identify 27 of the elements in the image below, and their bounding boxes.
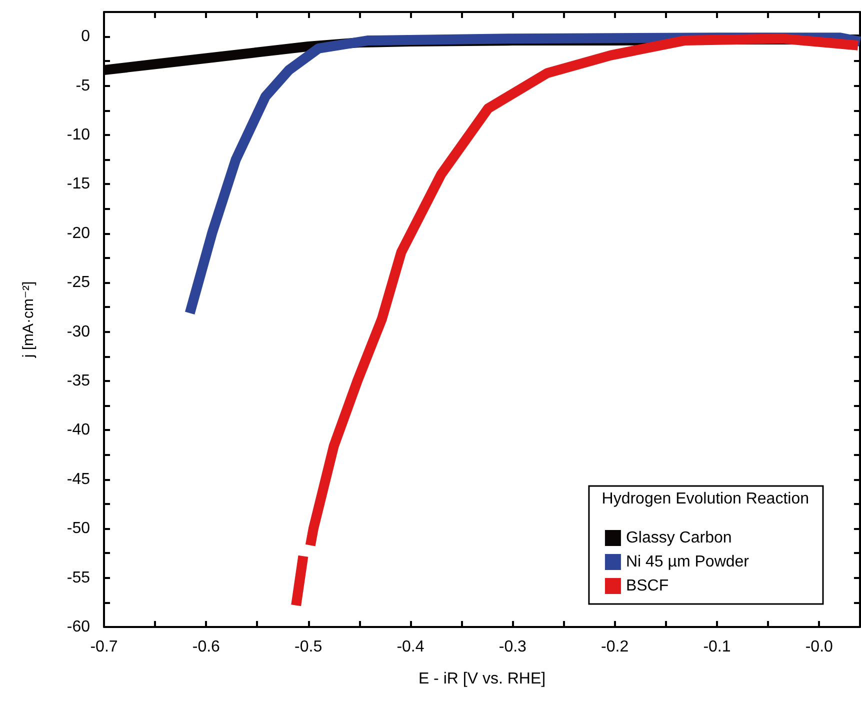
y-tick-label: -30 xyxy=(66,323,90,340)
y-tick-label: -40 xyxy=(66,422,90,439)
x-tick-label: -0.7 xyxy=(90,638,118,656)
y-tick-label: -5 xyxy=(76,77,90,94)
y-tick-label: -20 xyxy=(66,224,90,242)
legend-label: BSCF xyxy=(626,578,669,594)
x-tick-label: -0.2 xyxy=(601,638,629,656)
y-tick-label: -45 xyxy=(66,470,90,488)
x-tick-label: -0.6 xyxy=(192,638,220,656)
x-tick-label: -0.4 xyxy=(396,638,424,656)
legend-label: Ni 45 µm Powder xyxy=(626,554,750,570)
y-tick-label: -15 xyxy=(66,176,90,193)
legend-label: Glassy Carbon xyxy=(626,530,732,546)
x-axis-title: E - iR [V vs. RHE] xyxy=(418,670,546,688)
y-tick-label: -50 xyxy=(66,520,90,538)
x-tick-label: -0.5 xyxy=(294,638,322,656)
y-tick-label: -35 xyxy=(66,372,90,390)
y-tick-label: -60 xyxy=(66,618,90,636)
legend-title: Hydrogen Evolution Reaction xyxy=(602,490,809,508)
y-tick-label: -25 xyxy=(66,274,90,292)
x-tick-label: -0.3 xyxy=(498,638,527,656)
x-tick-label: -0.1 xyxy=(703,638,731,656)
x-tick-label: -0.0 xyxy=(805,638,834,656)
y-tick-label: -55 xyxy=(66,569,90,586)
y-tick-label: 0 xyxy=(81,28,90,46)
y-axis-title: j [mA·cm⁻²] xyxy=(20,281,37,359)
y-tick-label: -10 xyxy=(66,126,90,144)
